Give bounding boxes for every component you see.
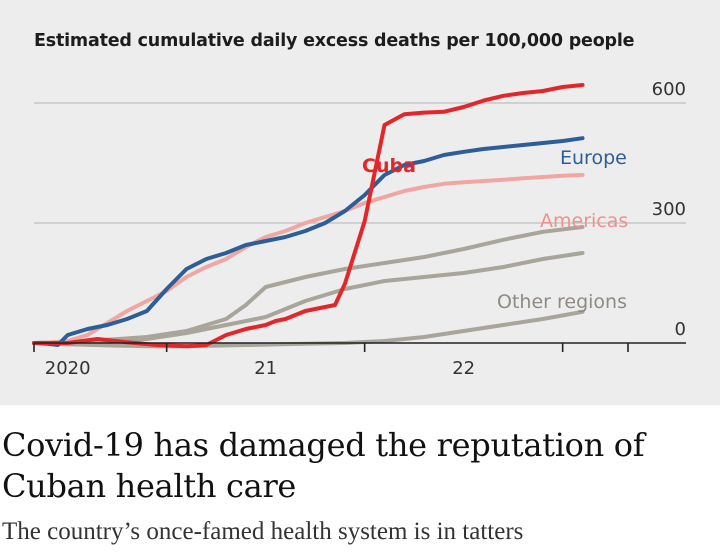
chart-title: Estimated cumulative daily excess deaths… — [34, 31, 635, 51]
x-tick-label-2020: 2020 — [45, 358, 91, 379]
cuba-label: Cuba — [362, 155, 416, 177]
y-tick-label-300: 300 — [652, 199, 686, 220]
series-line-europe — [32, 136, 585, 347]
other-regions-label: Other regions — [497, 291, 627, 313]
line-chart: 0 300 600 2020 21 22 Cuba Europe Americas Ot… — [32, 79, 686, 379]
series-line-other-regions-3 — [32, 225, 585, 345]
americas-label: Americas — [540, 210, 628, 232]
y-tick-labels: 0 300 600 — [652, 79, 686, 340]
article-subheading: The country’s once-famed health system i… — [2, 518, 524, 545]
y-tick-label-600: 600 — [652, 79, 686, 100]
x-tick-label-21: 21 — [254, 358, 277, 379]
series-line-americas — [32, 173, 585, 345]
y-tick-label-0: 0 — [675, 319, 686, 340]
x-tick-labels: 2020 21 22 — [45, 358, 475, 379]
article-headline: Covid-19 has damaged the reputation of C… — [2, 426, 645, 505]
series-line-cuba — [32, 83, 585, 349]
gridlines — [34, 102, 686, 224]
x-tick-label-22: 22 — [452, 358, 475, 379]
series-labels: Cuba Europe Americas Other regions — [362, 147, 628, 313]
x-axis — [33, 342, 686, 352]
series-lines — [32, 83, 585, 349]
europe-label: Europe — [560, 147, 627, 169]
